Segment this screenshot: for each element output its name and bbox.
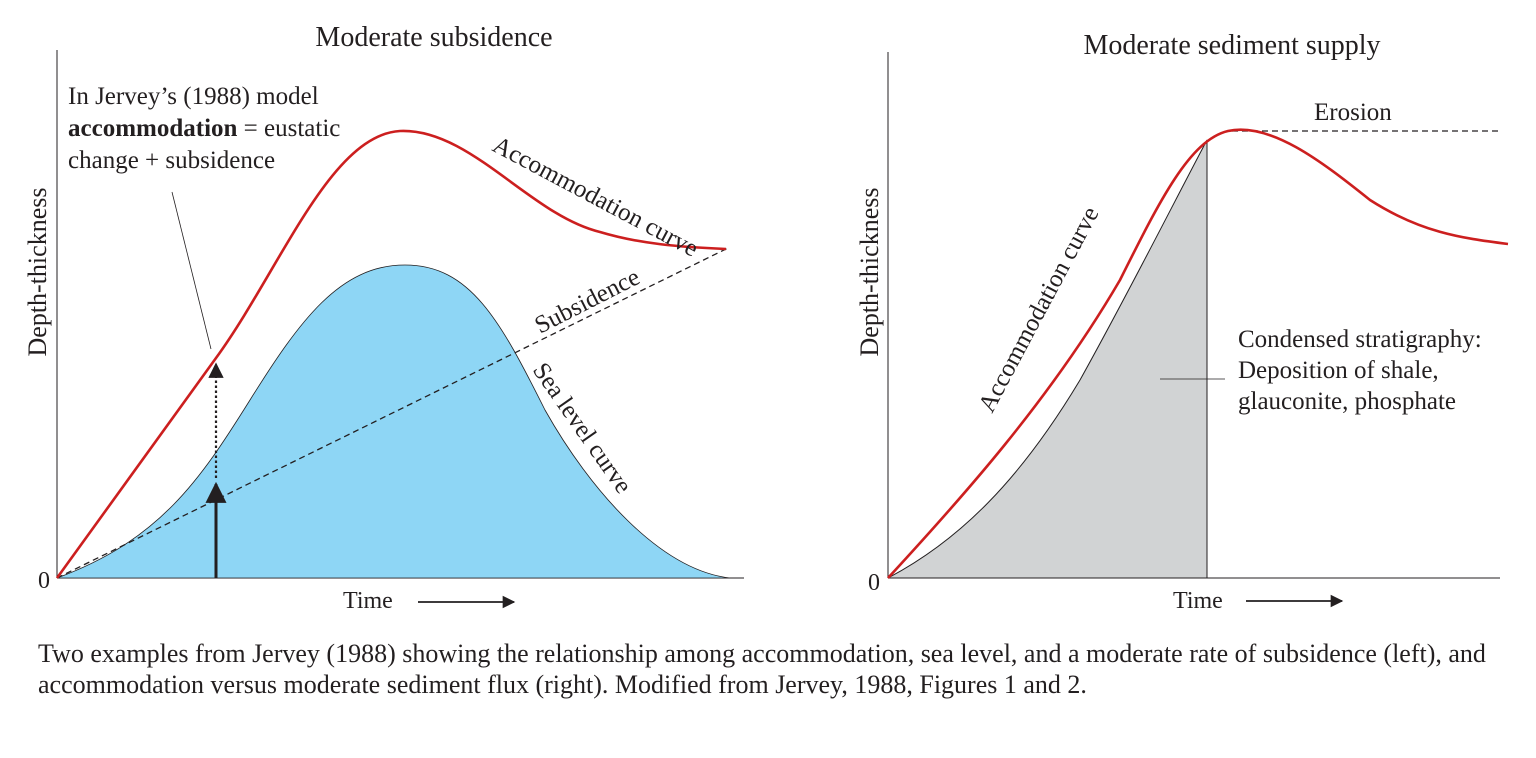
left-title: Moderate subsidence: [315, 22, 552, 53]
annotation-leader: [171, 191, 212, 350]
right-title: Moderate sediment supply: [1083, 30, 1380, 61]
right-panel: Moderate sediment supply 0 Depth-thickne…: [855, 30, 1509, 614]
right-y-axis-label: Depth-thickness: [855, 188, 884, 357]
left-y-axis-label: Depth-thickness: [23, 188, 52, 357]
annotation-line2: accommodation = eustatic: [68, 115, 340, 142]
left-x-axis-label: Time: [343, 588, 393, 614]
accommodation-curve-left: [55, 129, 727, 579]
annotation-line3: change + subsidence: [68, 147, 275, 174]
right-origin-label: 0: [868, 570, 880, 596]
accommodation-curve-right: [887, 128, 1509, 579]
sea-level-curve: [56, 264, 731, 579]
sediment-fill: [887, 139, 1208, 579]
subsidence-label: Subsidence: [530, 264, 644, 340]
accommodation-curve-label-left: Accommodation curve: [488, 131, 702, 262]
left-origin-label: 0: [38, 568, 50, 594]
annotation-line1: In Jervey’s (1988) model: [68, 83, 319, 110]
annotation-bold-word: accommodation: [68, 115, 238, 142]
annotation-text: In Jervey’s (1988) model accommodation =…: [68, 83, 347, 174]
condensed-line2: Deposition of shale,: [1238, 357, 1439, 384]
right-x-axis-label: Time: [1173, 588, 1223, 614]
subsidence-line: [56, 247, 729, 579]
erosion-label: Erosion: [1314, 99, 1392, 126]
figure-caption: Two examples from Jervey (1988) showing …: [38, 639, 1486, 699]
annotation-equation: = eustatic: [237, 115, 340, 142]
condensed-line1: Condensed stratigraphy:: [1238, 326, 1482, 353]
condensed-line3: glauconite, phosphate: [1238, 388, 1456, 415]
left-panel: Moderate subsidence 0 Depth-thickness Ti…: [23, 22, 744, 614]
condensed-label: Condensed stratigraphy: Deposition of sh…: [1238, 326, 1488, 415]
